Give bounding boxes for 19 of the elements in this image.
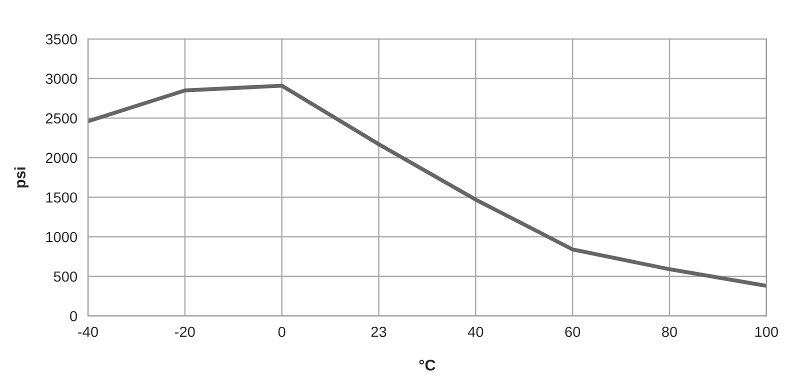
x-tick-label: -40 <box>78 326 98 338</box>
x-tick-label: 0 <box>278 326 286 338</box>
y-tick-label: 2500 <box>46 113 78 124</box>
y-tick-label: 1000 <box>46 232 78 242</box>
y-tick-label: 0 <box>70 311 78 322</box>
x-axis-title: °C <box>419 360 436 371</box>
y-tick-label: 3500 <box>46 34 78 44</box>
y-tick-label: 2000 <box>46 152 78 164</box>
x-tick-label: -20 <box>175 326 195 338</box>
line-series <box>88 84 766 288</box>
x-tick-label: 100 <box>755 326 778 338</box>
y-tick-label: 1500 <box>46 192 78 203</box>
x-tick-label: 40 <box>468 326 484 338</box>
x-tick-label: 80 <box>662 326 678 338</box>
y-tick-label: 500 <box>54 271 78 282</box>
y-axis-title: psi <box>14 167 28 188</box>
x-tick-label: 23 <box>371 326 386 338</box>
x-tick-label: 60 <box>565 326 580 338</box>
y-tick-label: 3000 <box>46 74 78 84</box>
